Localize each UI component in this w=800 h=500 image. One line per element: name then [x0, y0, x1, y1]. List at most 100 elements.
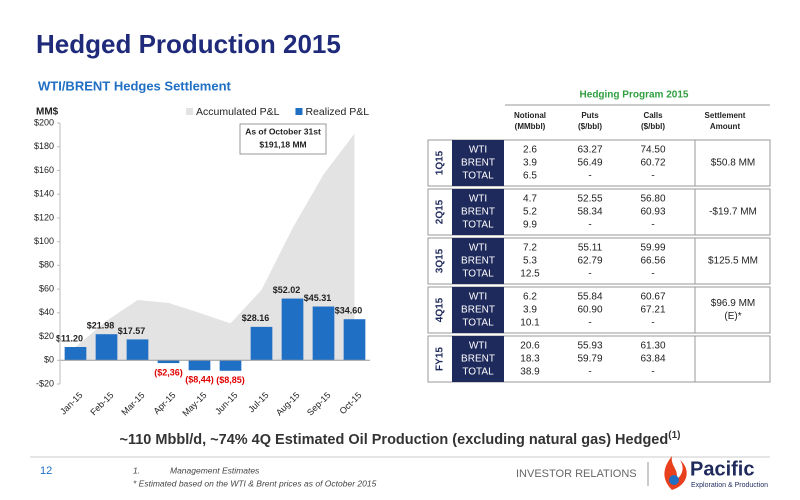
section: INVESTOR RELATIONS [516, 468, 637, 480]
cell: - [588, 318, 591, 329]
bar [157, 360, 180, 364]
legend-label: Accumulated P&L [196, 106, 280, 118]
product: WTI [469, 292, 487, 303]
cell: - [651, 367, 654, 378]
product: WTI [469, 341, 487, 352]
annotation: $191,18 MM [259, 139, 306, 149]
cell: 3.9 [523, 305, 537, 316]
bar [95, 334, 118, 361]
table-title: Hedging Program 2015 [580, 90, 689, 101]
product: TOTAL [462, 367, 494, 378]
product: BRENT [461, 354, 495, 365]
product: WTI [469, 145, 487, 156]
cell: 63.84 [640, 354, 665, 365]
x-tick-label: Oct-15 [337, 390, 363, 416]
y-tick-label: $0 [44, 355, 54, 365]
note-ref: (1) [668, 430, 680, 441]
legend-swatch [186, 108, 193, 115]
product: WTI [469, 243, 487, 254]
cell: - [651, 220, 654, 231]
value-label: $21.98 [87, 321, 115, 331]
product: BRENT [461, 256, 495, 267]
column-header: ($/bbl) [578, 122, 602, 131]
group-box [427, 237, 771, 285]
group-box [427, 188, 771, 236]
chart-title: WTI/BRENT Hedges Settlement [38, 78, 232, 93]
y-tick-label: $60 [39, 283, 54, 293]
cell: 6.2 [523, 292, 537, 303]
x-tick-label: Sep-15 [305, 390, 333, 418]
legend-swatch [295, 108, 303, 115]
cell: 74.50 [640, 145, 665, 156]
product: TOTAL [462, 318, 494, 329]
x-tick-label: Jan-15 [58, 390, 85, 417]
page-number: 12 [40, 465, 52, 477]
annotation: As of October 31st [245, 126, 321, 136]
cell: 60.72 [640, 158, 665, 169]
x-tick-label: Mar-15 [119, 390, 146, 417]
annotation-box [239, 123, 327, 155]
product-cell [452, 287, 504, 333]
cell: - [588, 171, 591, 182]
column-header: Amount [710, 122, 741, 131]
column-header: Settlement [705, 111, 746, 120]
cell: 12.5 [520, 269, 540, 280]
note: Management Estimates [170, 465, 260, 475]
value-label: $52.02 [273, 285, 301, 295]
cell: 18.3 [520, 354, 540, 365]
cell: 66.56 [640, 256, 665, 267]
group-box [427, 139, 771, 187]
cell: 5.2 [523, 207, 537, 218]
cell: 56.49 [577, 158, 602, 169]
cell: 10.1 [520, 318, 540, 329]
bar [343, 319, 366, 361]
cell: 3.9 [523, 158, 537, 169]
cell: 61.30 [640, 341, 665, 352]
cell: - [588, 269, 591, 280]
group-box [427, 335, 771, 383]
value-label: ($2,36) [154, 367, 183, 377]
y-tick-label: $40 [39, 307, 54, 317]
period: 2Q15 [435, 199, 446, 224]
column-header: Calls [643, 111, 663, 120]
bar [188, 360, 211, 371]
cell: 2.6 [523, 145, 537, 156]
y-tick-label: $120 [34, 212, 54, 222]
logo-subtext: Exploration & Production [691, 482, 768, 489]
bar [250, 326, 273, 361]
note-number: 1. [133, 465, 140, 475]
column-header: Notional [514, 111, 546, 120]
cell: 4.7 [523, 194, 537, 205]
product: BRENT [461, 207, 495, 218]
x-tick-label: Apr-15 [151, 390, 177, 416]
cell: 55.93 [577, 341, 602, 352]
product-cell [452, 336, 504, 382]
x-tick-label: Feb-15 [88, 390, 115, 417]
y-tick-label: -$20 [36, 378, 54, 388]
cell: 56.80 [640, 194, 665, 205]
x-tick-label: Jun-15 [213, 390, 240, 417]
cell: 7.2 [523, 243, 537, 254]
value-label: $11.20 [56, 333, 83, 343]
cell: 59.79 [577, 354, 602, 365]
product: BRENT [461, 158, 495, 169]
logo-drop [669, 475, 679, 485]
value-label: $28.16 [242, 313, 270, 323]
y-tick-label: $180 [34, 141, 54, 151]
value-label: ($8,44) [185, 375, 214, 385]
logo-flame [664, 456, 687, 490]
cell: 60.93 [640, 207, 665, 218]
summary: ~110 Mbbl/d, ~74% 4Q Estimated Oil Produ… [120, 430, 681, 448]
column-header: Puts [581, 111, 599, 120]
cell: - [588, 367, 591, 378]
period: 1Q15 [435, 150, 446, 175]
settlement: $125.5 MM [708, 256, 758, 267]
cell: 20.6 [520, 341, 540, 352]
cell: 67.21 [640, 305, 665, 316]
y-tick-label: $100 [34, 236, 54, 246]
bar [281, 298, 304, 361]
cell: 62.79 [577, 256, 602, 267]
cell: - [651, 269, 654, 280]
x-tick-label: Aug-15 [274, 390, 302, 418]
